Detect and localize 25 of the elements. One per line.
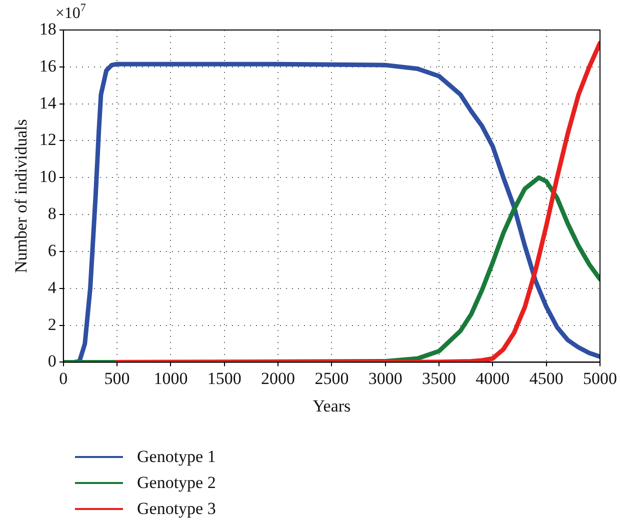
y-axis-title: Number of individuals [12,119,31,274]
x-tick-label: 3000 [368,368,402,388]
x-tick-label: 1000 [154,368,188,388]
x-tick-label: 500 [104,368,130,388]
y-tick-label: 18 [39,19,56,38]
y-tick-label: 6 [48,240,56,260]
x-tick-label: 2000 [261,368,296,388]
y-tick-label: 8 [48,204,56,224]
x-axis-title: Years [312,396,351,416]
legend-label: Genotype 3 [137,499,216,519]
x-tick-label: 1500 [207,368,242,388]
y-tick-label: 0 [48,352,56,371]
y-tick-label: 12 [39,130,56,150]
x-tick-label: 3500 [422,368,456,388]
y-tick-label: 2 [48,314,56,334]
x-tick-label: 5000 [583,368,617,388]
x-tick-label: 2500 [314,368,349,388]
legend-label: Genotype 1 [137,447,216,467]
x-tick-label: 4000 [476,368,510,388]
x-tick-label: 4500 [529,368,564,388]
y-tick-label: 10 [39,167,56,186]
y-tick-label: 14 [39,93,57,112]
y-tick-label: 16 [39,56,56,76]
y-tick-label: 4 [48,278,57,297]
legend-label: Genotype 2 [137,473,216,493]
